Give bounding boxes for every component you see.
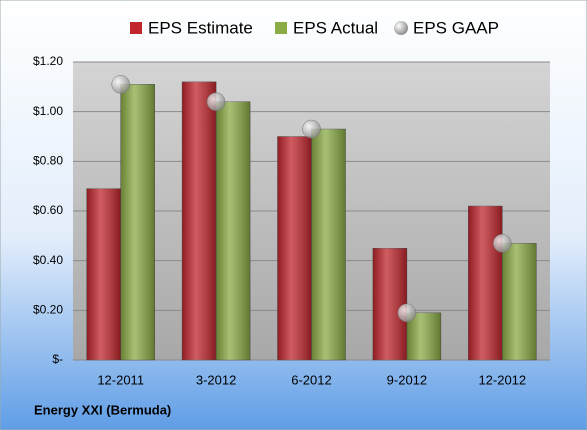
y-tick-label: $0.20: [33, 303, 63, 317]
legend-label: EPS GAAP: [413, 18, 499, 37]
gaap-dot: [302, 119, 321, 139]
legend-marker: [275, 22, 287, 34]
y-tick-label: $1.20: [33, 54, 63, 68]
y-tick-label: $0.60: [33, 203, 63, 217]
x-tick-label: 9-2012: [387, 372, 427, 387]
gaap-dot: [397, 303, 417, 323]
bar-shade: [372, 248, 407, 360]
gaap-dot: [206, 92, 226, 111]
bar-shade: [216, 101, 251, 360]
bar-shade: [182, 81, 217, 360]
x-tick-label: 6-2012: [291, 372, 331, 387]
gaap-dot: [493, 234, 512, 253]
bar-shade: [311, 129, 346, 360]
legend-marker: [130, 22, 142, 34]
legend-marker: [394, 21, 408, 35]
bar-shade: [86, 188, 121, 360]
y-tick-label: $0.80: [33, 154, 63, 168]
bar-shade: [468, 206, 503, 360]
gaap-dot: [111, 75, 130, 94]
y-tick-label: $1.00: [33, 104, 63, 118]
bar-shade: [277, 136, 312, 360]
x-tick-label: 12-2011: [97, 372, 144, 387]
y-tick-label: $-: [52, 352, 63, 366]
bar-shade: [120, 84, 155, 360]
legend-label: EPS Estimate: [148, 18, 253, 37]
y-tick-label: $0.40: [33, 253, 63, 267]
legend-label: EPS Actual: [293, 18, 378, 37]
bar-shade: [502, 243, 537, 360]
x-tick-label: 12-2012: [478, 372, 526, 387]
x-tick-label: 3-2012: [196, 372, 236, 387]
bar-shade: [406, 312, 441, 360]
footer: Energy XXI (Bermuda): [34, 402, 171, 417]
